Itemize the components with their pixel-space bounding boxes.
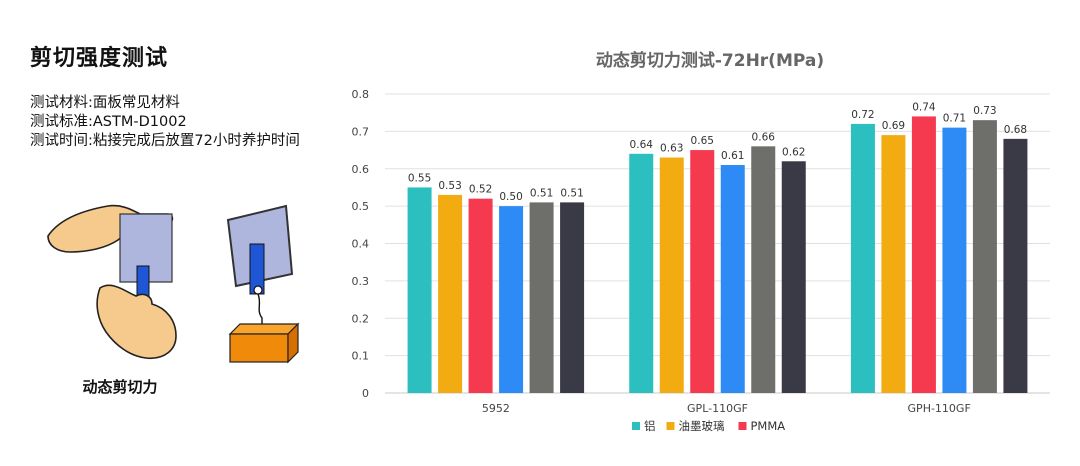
lower-hand-icon (96, 284, 177, 360)
test-time: 测试时间:粘接完成后放置72小时养护时间 (30, 133, 300, 149)
bar (911, 116, 936, 394)
data-label: 0.66 (752, 131, 776, 143)
bar (407, 187, 432, 393)
bar (529, 202, 554, 393)
y-tick-label: 0.4 (352, 238, 370, 251)
data-label: 0.51 (560, 187, 583, 199)
data-label: 0.52 (469, 184, 492, 196)
bar-chart: 动态剪切力测试-72Hr(MPa) 0 0.1 0.2 0.3 0.4 0.5 0.6 0.7 0… (352, 50, 1050, 433)
y-tick-label: 0.2 (352, 312, 370, 325)
data-label: 0.53 (438, 180, 461, 192)
weight-box-icon (229, 333, 289, 363)
legend-label: 铝 (644, 419, 656, 433)
y-tick-label: 0.7 (352, 125, 370, 138)
wire-icon (257, 293, 263, 328)
data-label: 0.68 (1004, 124, 1027, 136)
x-tick-label: GPL-110GF (687, 402, 748, 415)
data-label: 0.64 (630, 139, 654, 151)
bar (781, 161, 806, 393)
data-label: 0.63 (660, 143, 683, 155)
bar (751, 146, 776, 393)
bar (850, 123, 875, 394)
illustration-caption: 动态剪切力 (82, 378, 158, 396)
weight-box-side (287, 322, 299, 364)
data-label: 0.74 (912, 101, 936, 113)
bar (560, 202, 585, 393)
test-standard: 测试标准:ASTM-D1002 (30, 114, 187, 130)
hook-icon (253, 285, 263, 295)
data-label: 0.65 (691, 135, 714, 147)
bar (659, 157, 684, 393)
chart-title: 动态剪切力测试-72Hr(MPa) (596, 50, 824, 71)
test-info: 测试材料:面板常见材料 测试标准:ASTM-D1002 测试时间:粘接完成后放置… (30, 94, 320, 151)
chart-area: 动态剪切力测试-72Hr(MPa) 0 0.1 0.2 0.3 0.4 0.5 0.6 0.7 0… (340, 0, 1080, 462)
bar (690, 150, 715, 393)
bar (468, 198, 493, 393)
data-label: 0.55 (408, 172, 431, 184)
shear-test-illustration (47, 204, 300, 364)
y-tick-label: 0.8 (352, 88, 370, 101)
weight-box-top (228, 323, 300, 335)
y-tick-label: 0.5 (352, 200, 370, 213)
data-label: 0.73 (973, 105, 996, 117)
bar (881, 135, 906, 394)
bar (438, 194, 463, 393)
y-tick-label: 0 (362, 387, 369, 400)
left-panel: 剪切强度测试 测试材料:面板常见材料 测试标准:ASTM-D1002 测试时间:… (0, 0, 340, 462)
data-label: 0.50 (499, 191, 522, 203)
data-label: 0.69 (882, 120, 905, 132)
bar (942, 127, 967, 393)
data-label: 0.71 (943, 113, 966, 125)
y-tick-label: 0.6 (352, 163, 370, 176)
test-material: 测试材料:面板常见材料 (30, 95, 180, 111)
x-tick-label: GPH-110GF (908, 402, 971, 415)
section-heading: 剪切强度测试 (30, 46, 169, 71)
y-tick-label: 0.3 (352, 275, 370, 288)
data-label: 0.62 (782, 146, 805, 158)
bar (972, 120, 997, 393)
legend-swatch (666, 422, 675, 430)
bar (499, 206, 524, 393)
data-label: 0.72 (851, 109, 874, 121)
x-tick-label: 5952 (482, 402, 510, 415)
bar (1003, 138, 1028, 393)
bar (720, 165, 745, 393)
data-label: 0.61 (721, 150, 744, 162)
y-tick-label: 0.1 (352, 350, 370, 363)
legend-swatch (738, 422, 747, 430)
bar (629, 153, 654, 393)
data-label: 0.51 (530, 187, 553, 199)
legend-label: PMMA (751, 419, 786, 433)
legend-label: 油墨玻璃 (679, 419, 725, 433)
legend-swatch (632, 422, 640, 430)
